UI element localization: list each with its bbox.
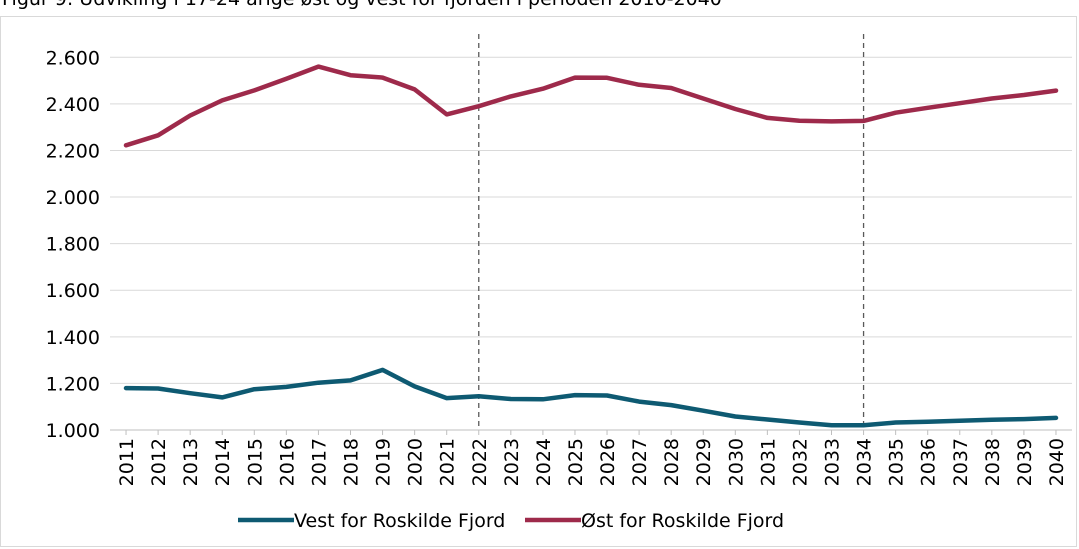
reference-lines [478, 34, 865, 430]
x-tick-label: 2030 [725, 438, 747, 486]
y-tick-label: 1.600 [46, 280, 100, 302]
x-tick-label: 2019 [373, 438, 395, 486]
y-tick-label: 1.200 [46, 373, 100, 395]
x-tick-label: 2038 [982, 438, 1004, 486]
x-tick-label: 2015 [244, 438, 266, 486]
y-tick-label: 1.400 [46, 327, 100, 349]
y-tick-label: 1.000 [46, 420, 100, 442]
x-tick-label: 2013 [180, 438, 202, 486]
series-line [123, 64, 1059, 148]
legend: Vest for Roskilde Fjord Øst for Roskilde … [238, 510, 784, 532]
x-tick-label: 2011 [116, 438, 138, 486]
chart-title: Figur 9: Udvikling i 17-24 årige øst og … [2, 0, 722, 10]
x-tick-label: 2016 [276, 438, 298, 486]
x-tick-label: 2034 [854, 438, 876, 486]
x-tick-label: 2025 [565, 438, 587, 486]
x-tick-label: 2023 [501, 438, 523, 486]
y-tick-label: 2.400 [46, 94, 100, 116]
y-tick-label: 1.800 [46, 234, 100, 256]
x-tick-label: 2027 [629, 438, 651, 486]
x-tick-label: 2014 [212, 438, 234, 486]
series-line [123, 367, 1059, 428]
x-tick-label: 2026 [597, 438, 619, 486]
y-axis-tick-labels: 1.000 1.200 1.400 1.600 1.800 2.000 2.200 2.400… [46, 47, 100, 442]
gridlines [110, 56, 1072, 435]
y-tick-label: 2.200 [46, 140, 100, 162]
x-tick-label: 2018 [341, 438, 363, 486]
y-tick-label: 2.000 [46, 187, 100, 209]
y-tick-label: 2.600 [46, 47, 100, 69]
x-tick-label: 2039 [1014, 438, 1036, 486]
x-tick-label: 2040 [1046, 438, 1068, 486]
x-tick-label: 2017 [308, 438, 330, 486]
x-tick-label: 2028 [661, 438, 683, 486]
x-tick-label: 2036 [918, 438, 940, 486]
x-tick-label: 2021 [437, 438, 459, 486]
x-tick-label: 2022 [469, 438, 491, 486]
legend-label: Vest for Roskilde Fjord [294, 510, 505, 532]
x-tick-label: 2020 [405, 438, 427, 486]
x-tick-label: 2012 [148, 438, 170, 486]
x-tick-label: 2031 [757, 438, 779, 486]
x-tick-label: 2024 [533, 438, 555, 486]
x-tick-label: 2032 [789, 438, 811, 486]
x-axis-tick-labels: 2011 2012 2013 2014 2015 2016 2017 2018 2019 2020… [116, 438, 1068, 486]
x-tick-label: 2035 [886, 438, 908, 486]
x-tick-label: 2029 [693, 438, 715, 486]
series-lines [123, 64, 1059, 428]
x-tick-label: 2033 [822, 438, 844, 486]
chart-frame [0, 16, 1077, 547]
x-tick-label: 2037 [950, 438, 972, 486]
legend-label: Øst for Roskilde Fjord [581, 510, 784, 532]
